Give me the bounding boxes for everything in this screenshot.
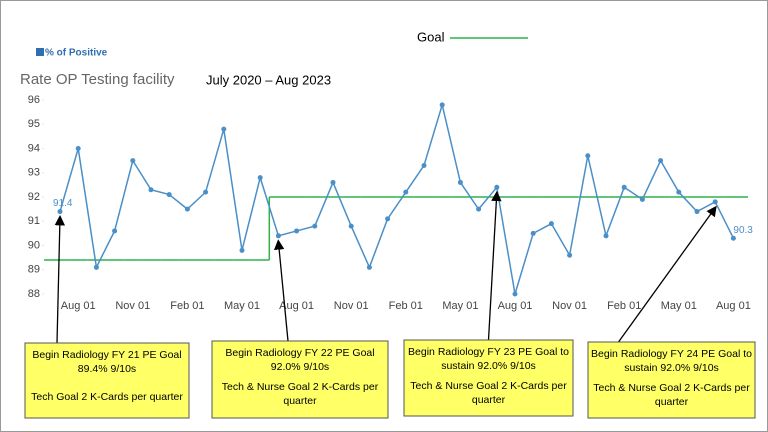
annotation-text: Tech & Nurse Goal 2 K-Cards per (410, 380, 567, 392)
annotation-box (211, 340, 389, 419)
data-point (512, 291, 518, 297)
annotation-box (587, 341, 756, 419)
data-label: 90.3 (733, 225, 753, 236)
x-tick-label: May 01 (442, 300, 478, 312)
data-point (148, 187, 154, 193)
annotation-text: Begin Radiology FY 22 PE Goal (225, 347, 374, 359)
annotation-box (24, 342, 190, 419)
data-point (567, 252, 573, 258)
legend-swatch (36, 48, 44, 56)
data-point (130, 158, 136, 164)
data-point (403, 189, 409, 195)
data-point (457, 179, 463, 185)
y-tick-label: 94 (28, 142, 40, 154)
data-point (421, 162, 427, 168)
y-tick-label: 92 (28, 191, 40, 203)
annotation-text: 89.4% 9/10s (78, 363, 136, 375)
data-point (348, 223, 354, 229)
annotation-text: Tech & Nurse Goal 2 K-Cards per (222, 381, 379, 393)
x-tick-label: Feb 01 (389, 300, 423, 312)
data-point (621, 184, 627, 190)
x-tick-label: Nov 01 (115, 300, 150, 312)
x-tick-label: Aug 01 (61, 300, 96, 312)
data-point (476, 206, 482, 212)
chart-title: Rate OP Testing facility (20, 71, 175, 88)
x-tick-label: Aug 01 (716, 300, 751, 312)
annotation-text: quarter (655, 396, 689, 408)
annotation-text: Begin Radiology FY 24 PE Goal to (591, 348, 752, 360)
data-point (184, 206, 190, 212)
data-point (221, 126, 227, 132)
x-tick-label: May 01 (661, 300, 697, 312)
x-tick-label: May 01 (224, 300, 260, 312)
data-point (203, 189, 209, 195)
annotation-text: Begin Radiology FY 21 PE Goal (32, 349, 181, 361)
data-point (712, 199, 718, 205)
x-tick-label: Nov 01 (552, 300, 587, 312)
data-point (330, 179, 336, 185)
y-tick-label: 89 (28, 264, 40, 276)
annotation-text: quarter (283, 395, 317, 407)
annotation-text: sustain 92.0% 9/10s (624, 362, 719, 374)
y-tick-label: 93 (28, 167, 40, 179)
x-tick-label: Feb 01 (607, 300, 641, 312)
annotation-box (403, 339, 574, 417)
data-point (166, 192, 172, 198)
data-point (439, 102, 445, 108)
data-point (312, 223, 318, 229)
data-point (585, 153, 591, 159)
data-point (658, 158, 664, 164)
annotation-text: sustain 92.0% 9/10s (441, 360, 536, 372)
data-point (93, 264, 99, 270)
data-point (548, 221, 554, 227)
annotation-text: Tech Goal 2 K-Cards per quarter (31, 391, 183, 403)
y-tick-label: 88 (28, 288, 40, 300)
data-point (639, 196, 645, 202)
data-point (366, 264, 372, 270)
annotation-arrow (273, 239, 289, 342)
y-tick-label: 96 (28, 94, 40, 106)
data-point (603, 233, 609, 239)
x-tick-label: Aug 01 (279, 300, 314, 312)
series-line (59, 101, 735, 295)
x-tick-label: Nov 01 (334, 300, 369, 312)
y-tick-label: 95 (28, 118, 40, 130)
y-tick-label: 90 (28, 239, 40, 251)
x-tick-label: Feb 01 (170, 300, 204, 312)
x-tick-label: Aug 01 (498, 300, 533, 312)
data-point (676, 189, 682, 195)
annotation-arrow (617, 205, 717, 343)
data-point (730, 235, 736, 241)
data-point (530, 230, 536, 236)
data-point (239, 247, 245, 253)
data-point (257, 175, 263, 181)
legend-label: Goal (417, 29, 445, 44)
annotation-text: quarter (472, 394, 506, 406)
y-tick-label: 91 (28, 215, 40, 227)
chart-subtitle: July 2020 – Aug 2023 (206, 72, 331, 87)
legend-label: % of Positive (45, 48, 108, 59)
data-point (294, 228, 300, 234)
annotation-arrow (487, 190, 502, 341)
data-point (112, 228, 118, 234)
annotation-text: Tech & Nurse Goal 2 K-Cards per (593, 382, 750, 394)
data-point (75, 146, 81, 151)
data-point (494, 184, 500, 190)
data-point (275, 233, 281, 239)
data-point (57, 209, 63, 215)
annotation-arrow (54, 214, 66, 344)
data-point (694, 209, 700, 215)
annotation-text: Begin Radiology FY 23 PE Goal to (408, 346, 569, 358)
data-label: 91.4 (53, 198, 73, 209)
data-point (385, 216, 391, 222)
annotation-text: 92.0% 9/10s (271, 361, 329, 373)
